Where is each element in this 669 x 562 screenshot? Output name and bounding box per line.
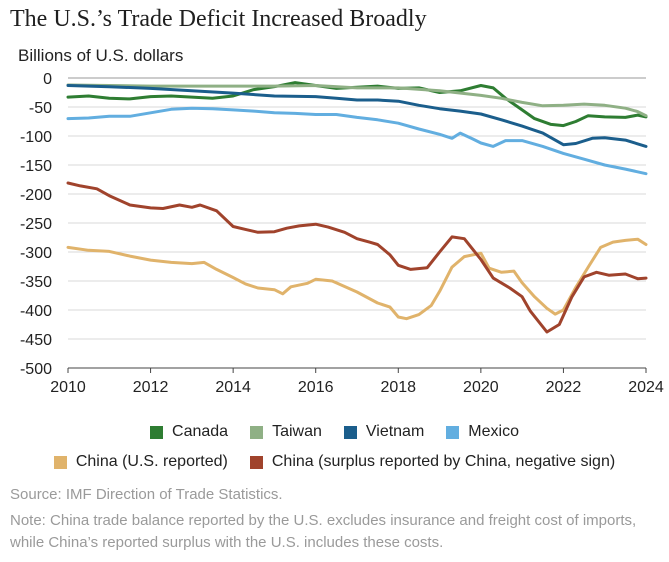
- legend-item-china-cn: China (surplus reported by China, negati…: [249, 453, 616, 471]
- x-tick-label: 2022: [546, 379, 582, 396]
- legend-label-mexico: Mexico: [468, 423, 519, 440]
- source-note: Source: IMF Direction of Trade Statistic…: [10, 486, 283, 503]
- y-tick-label: -200: [20, 187, 52, 204]
- line-chart: 0 -50 -100 -150 -200 -250 -300 -350 -400 -450 -500…: [20, 71, 664, 396]
- series-line-vietnam: [66, 84, 648, 148]
- legend-swatch-canada: [150, 425, 164, 439]
- series-line-mexico: [66, 106, 648, 176]
- y-tick-label: -400: [20, 303, 52, 320]
- x-tick-label: 2020: [463, 379, 499, 396]
- legend-label-china-cn: China (surplus reported by China, negati…: [271, 453, 616, 470]
- legend-swatch-china-cn: [249, 455, 263, 469]
- legend-swatch-mexico: [446, 425, 460, 439]
- y-tick-label: -250: [20, 216, 52, 233]
- legend-item-china-us: China (U.S. reported): [53, 453, 228, 471]
- y-axis-label: Billions of U.S. dollars: [18, 46, 184, 65]
- y-tick-label: -300: [20, 245, 52, 262]
- legend-label-taiwan: Taiwan: [272, 423, 322, 440]
- chart-title: The U.S.’s Trade Deficit Increased Broad…: [10, 6, 427, 32]
- legend-item-mexico: Mexico: [446, 423, 519, 441]
- legend-row-1: Canada Taiwan Vietnam Mexico: [0, 423, 669, 441]
- y-tick-label: -350: [20, 274, 52, 291]
- y-tick-label: -100: [20, 129, 52, 146]
- legend-item-canada: Canada: [150, 423, 228, 441]
- series-line-china-surplus-reported-by-china-negative-sign: [66, 181, 648, 334]
- legend-row-2: China (U.S. reported) China (surplus rep…: [0, 453, 669, 471]
- legend-swatch-vietnam: [343, 425, 357, 439]
- x-tick-label: 2024: [628, 379, 664, 396]
- y-tick-label: -450: [20, 332, 52, 349]
- legend-label-canada: Canada: [172, 423, 229, 440]
- y-tick-label: 0: [43, 71, 52, 88]
- legend-item-vietnam: Vietnam: [343, 423, 425, 441]
- y-tick-label: -500: [20, 361, 52, 378]
- legend-swatch-taiwan: [250, 425, 264, 439]
- x-tick-label: 2016: [298, 379, 334, 396]
- footnote: Note: China trade balance reported by th…: [10, 512, 637, 551]
- legend-swatch-china-us: [53, 455, 67, 469]
- legend-item-taiwan: Taiwan: [250, 423, 322, 441]
- series-line-taiwan: [66, 83, 648, 118]
- x-tick-label: 2012: [133, 379, 169, 396]
- legend-label-china-us: China (U.S. reported): [75, 453, 228, 470]
- x-tick-label: 2010: [50, 379, 86, 396]
- y-tick-label: -150: [20, 158, 52, 175]
- series-line-china-u-s-reported: [66, 237, 648, 321]
- y-tick-label: -50: [29, 100, 52, 117]
- legend-label-vietnam: Vietnam: [365, 423, 425, 440]
- x-tick-label: 2018: [380, 379, 416, 396]
- x-tick-label: 2014: [215, 379, 251, 396]
